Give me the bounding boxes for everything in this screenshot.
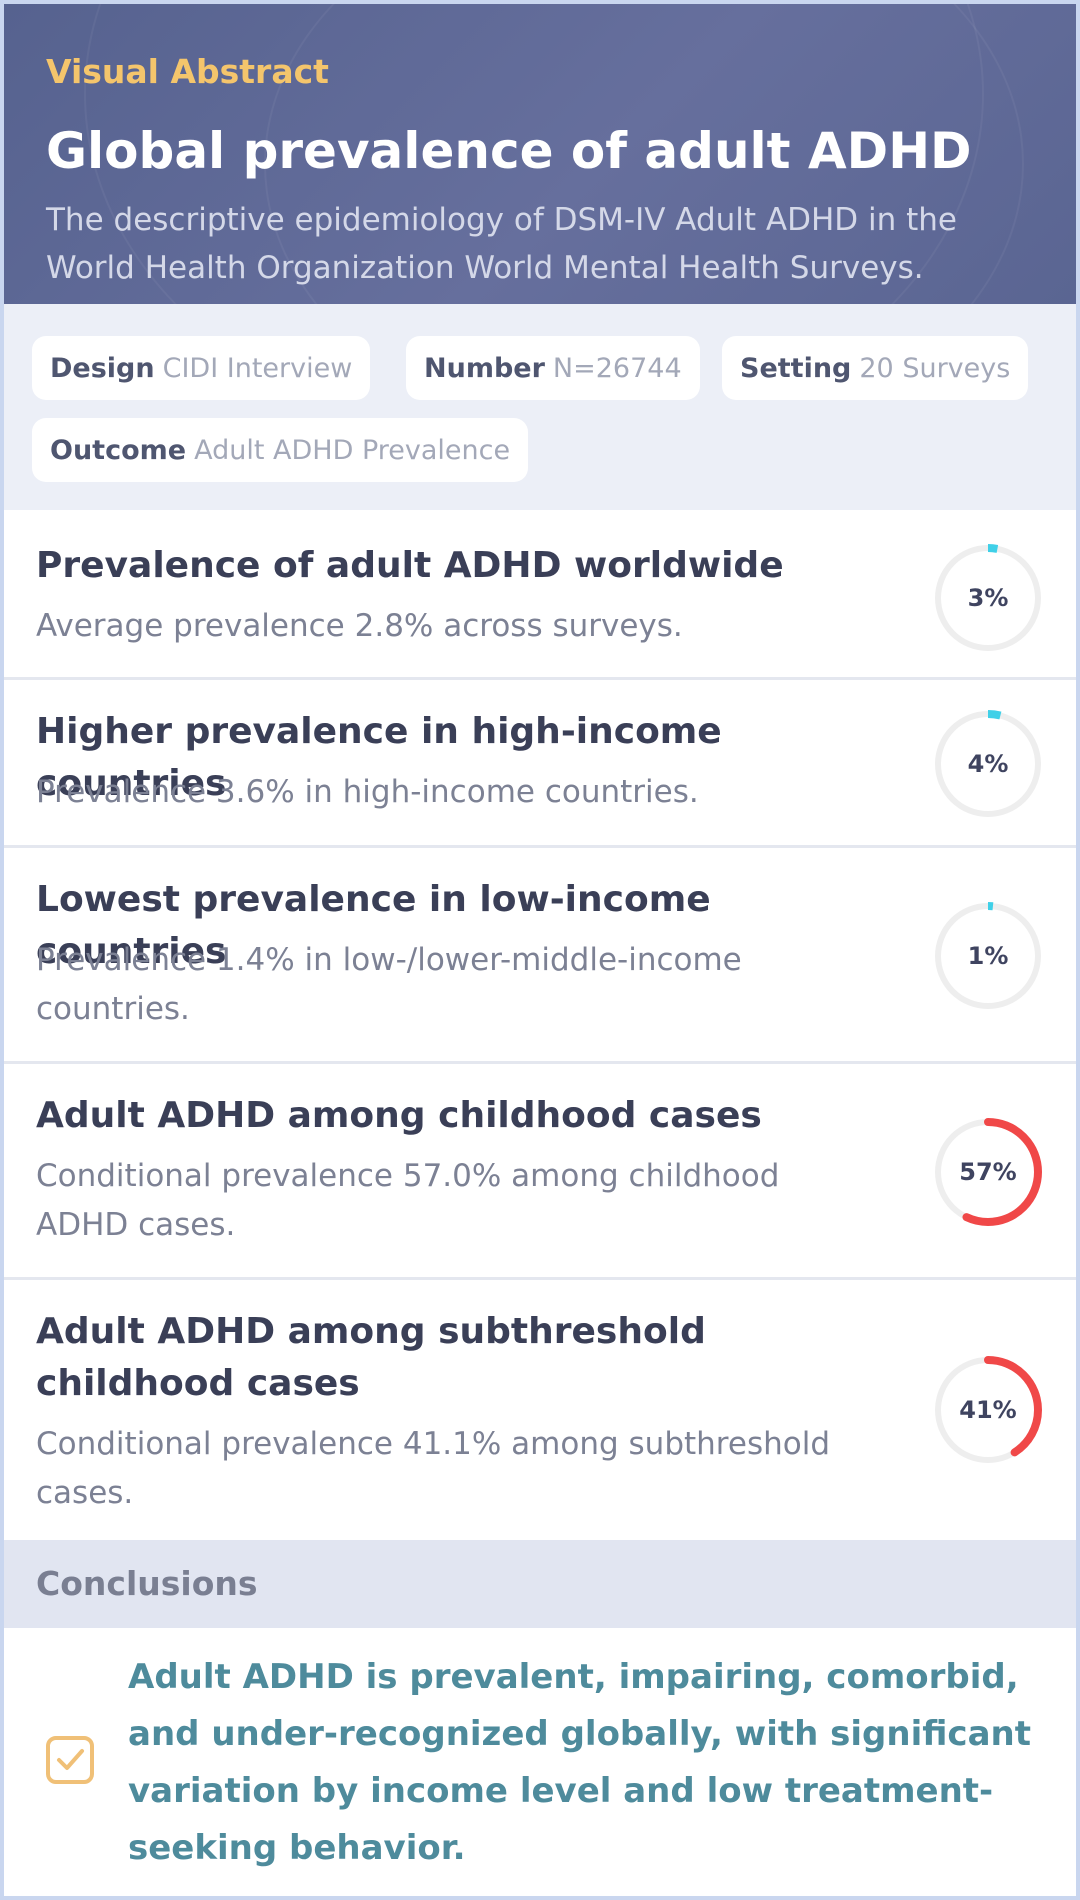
prevalence-ring: 1% (934, 902, 1042, 1010)
conclusions-heading: Conclusions (36, 1564, 258, 1603)
finding-item: Adult ADHD among subthreshold childhood … (4, 1280, 1076, 1540)
prevalence-ring: 41% (934, 1356, 1042, 1464)
header-decoration (264, 4, 1024, 304)
outcome-pill: Outcome Adult ADHD Prevalence (32, 418, 529, 482)
pill-value: Adult ADHD Prevalence (194, 434, 511, 466)
pill-label: Setting (740, 352, 852, 384)
page-subtitle: The descriptive epidemiology of DSM-IV A… (46, 202, 958, 286)
number-pill: Number N=26744 (406, 336, 700, 400)
ring-percent: 41% (959, 1396, 1017, 1424)
setting-pill: Setting 20 Surveys (722, 336, 1029, 400)
finding-description: Conditional prevalence 57.0% among child… (36, 1158, 780, 1243)
eyebrow-label: Visual Abstract (46, 52, 329, 91)
finding-item: Prevalence of adult ADHD worldwide Avera… (4, 510, 1076, 680)
ring-percent: 1% (967, 942, 1009, 970)
prevalence-ring: 57% (934, 1118, 1042, 1226)
checkbox-icon (44, 1734, 96, 1786)
ring-percent: 3% (967, 584, 1009, 612)
ring-percent: 57% (959, 1158, 1017, 1186)
ring-graphic (934, 902, 1042, 1010)
pill-value: N=26744 (552, 352, 682, 384)
finding-title: Adult ADHD among subthreshold childhood … (36, 1311, 706, 1404)
pill-value: CIDI Interview (162, 352, 353, 384)
finding-item: Lowest prevalence in low-income countrie… (4, 848, 1076, 1064)
page-title: Global prevalence of adult ADHD (46, 122, 972, 180)
ring-graphic (934, 544, 1042, 652)
pill-label: Outcome (50, 434, 187, 466)
ring-graphic (934, 1356, 1042, 1464)
design-pill: Design CIDI Interview (32, 336, 371, 400)
finding-title: Lowest prevalence in low-income countrie… (36, 879, 711, 972)
finding-item: Adult ADHD among childhood cases Conditi… (4, 1064, 1076, 1280)
finding-title: Adult ADHD among childhood cases (36, 1095, 762, 1136)
visual-abstract-card: Visual Abstract Global prevalence of adu… (4, 4, 1076, 1896)
prevalence-ring: 3% (934, 544, 1042, 652)
finding-title: Higher prevalence in high-income countri… (36, 711, 722, 804)
prevalence-ring: 4% (934, 710, 1042, 818)
pill-label: Number (424, 352, 545, 384)
finding-description: Conditional prevalence 41.1% among subth… (36, 1426, 830, 1511)
finding-item: Higher prevalence in high-income countri… (4, 680, 1076, 848)
conclusions-header: Conclusions (4, 1540, 1076, 1628)
finding-description: Average prevalence 2.8% across surveys. (36, 608, 683, 644)
finding-description: Prevalence 1.4% in low-/lower-middle-inc… (36, 942, 742, 1027)
pill-value: 20 Surveys (859, 352, 1011, 384)
conclusion-text: Adult ADHD is prevalent, impairing, como… (128, 1657, 1031, 1868)
ring-percent: 4% (967, 750, 1009, 778)
header: Visual Abstract Global prevalence of adu… (4, 4, 1076, 304)
finding-description: Prevalence 3.6% in high-income countries… (36, 774, 699, 810)
study-meta: Design CIDI Interview Number N=26744 Set… (4, 304, 1076, 510)
ring-graphic (934, 1118, 1042, 1226)
ring-graphic (934, 710, 1042, 818)
pill-label: Design (50, 352, 155, 384)
finding-title: Prevalence of adult ADHD worldwide (36, 545, 784, 586)
